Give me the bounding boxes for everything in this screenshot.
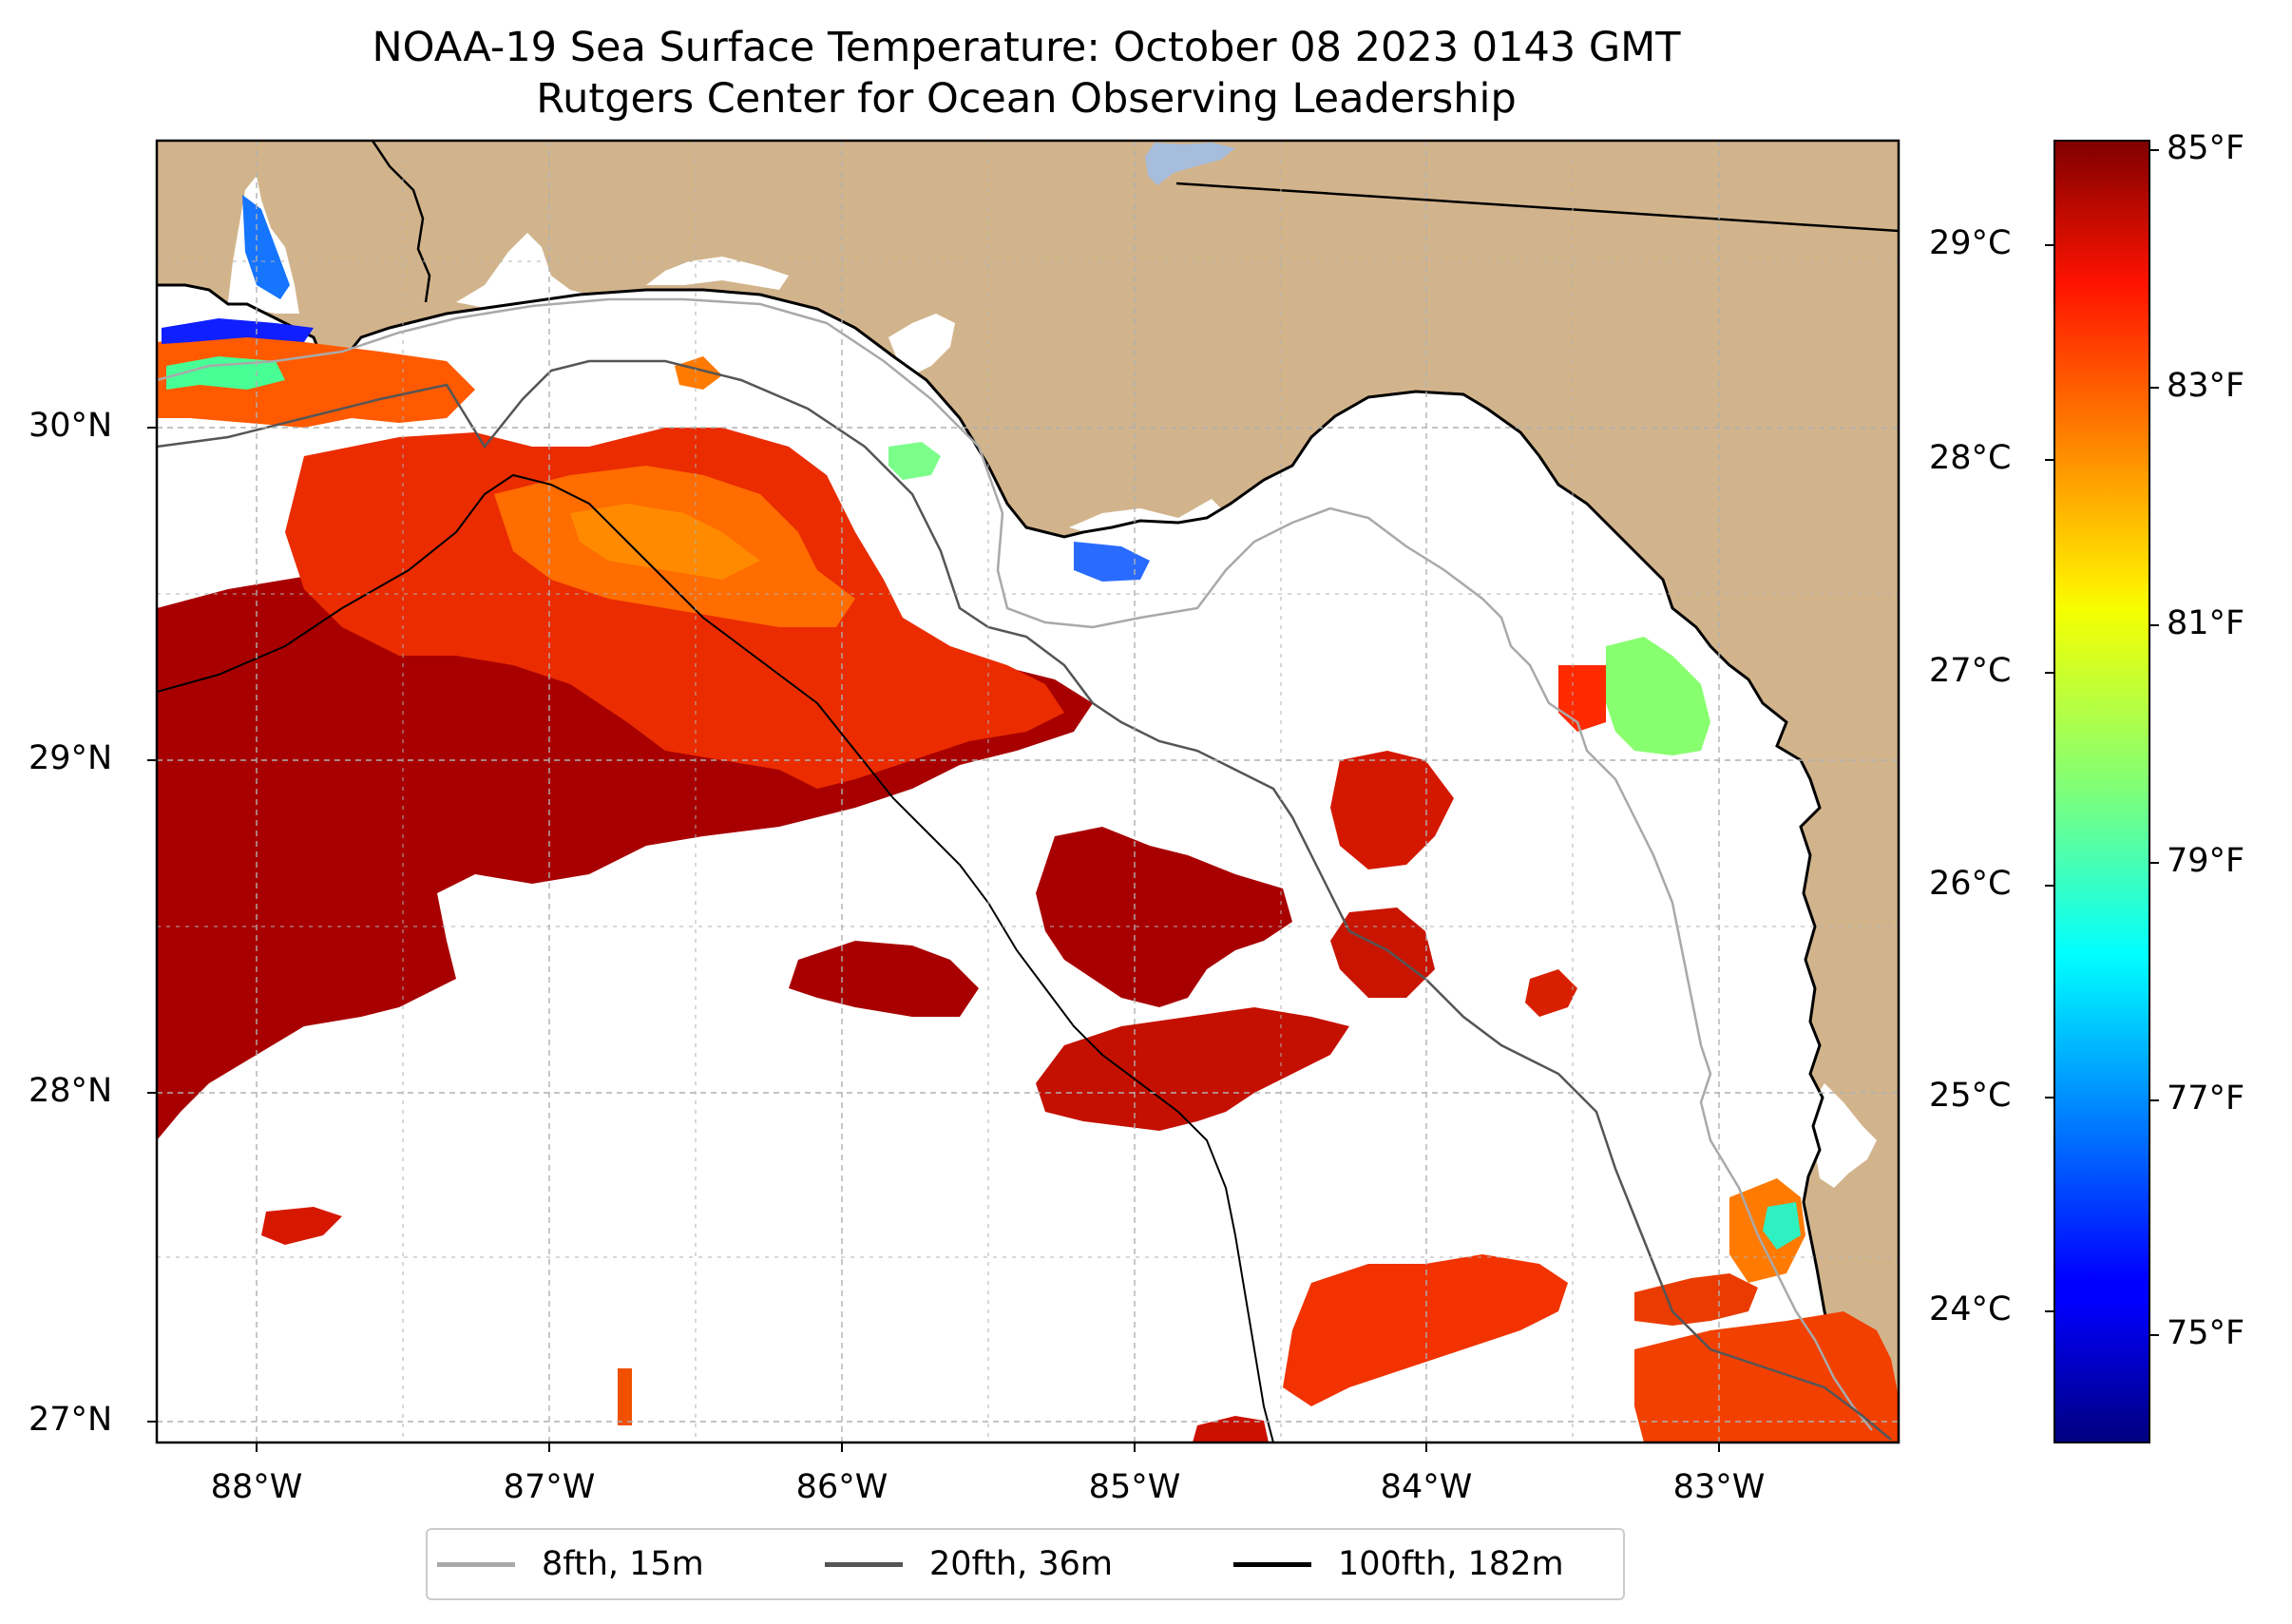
gridlines xyxy=(157,141,1899,1442)
colorbar-ticks xyxy=(2045,149,2159,1336)
colorbar-label-26c: 26°C xyxy=(1929,865,2012,903)
axis-ticks xyxy=(147,427,1720,1452)
state-border-ga-fl xyxy=(1175,182,1899,233)
colorbar-label-27c: 27°C xyxy=(1929,652,2012,690)
lat-label-28n: 28°N xyxy=(29,1072,113,1110)
colorbar-label-77f: 77°F xyxy=(2167,1079,2245,1118)
colorbar-label-28c: 28°C xyxy=(1929,439,2012,477)
tampa-bay xyxy=(1810,1083,1877,1188)
colorbar xyxy=(2053,140,2150,1443)
legend-label-20fth: 20fth, 36m xyxy=(929,1545,1114,1583)
contour-legend: 8fth, 15m 20fth, 36m 100fth, 182m xyxy=(426,1528,1625,1600)
inland-lake xyxy=(1145,143,1235,185)
lon-label-86w: 86°W xyxy=(795,1468,888,1506)
contour-100fth xyxy=(157,473,1274,1442)
map-frame xyxy=(155,139,1900,1444)
legend-label-8fth: 8fth, 15m xyxy=(542,1545,704,1583)
legend-swatch-20fth xyxy=(825,1561,903,1567)
legend-swatch-8fth xyxy=(437,1561,515,1567)
lat-label-30n: 30°N xyxy=(29,407,113,445)
colorbar-label-79f: 79°F xyxy=(2167,842,2245,880)
legend-item-20fth: 20fth, 36m xyxy=(825,1530,1113,1598)
colorbar-label-75f: 75°F xyxy=(2167,1314,2245,1352)
lon-label-87w: 87°W xyxy=(503,1468,596,1506)
lon-label-85w: 85°W xyxy=(1088,1468,1181,1506)
pensacola-bay xyxy=(456,233,589,310)
lat-label-27n: 27°N xyxy=(29,1401,113,1439)
map-subtitle: Rutgers Center for Ocean Observing Leade… xyxy=(536,75,1517,123)
legend-swatch-100fth xyxy=(1233,1561,1311,1567)
contour-20fth xyxy=(157,359,1892,1441)
sst-data xyxy=(157,195,1899,1442)
contour-8fth xyxy=(157,297,1873,1431)
legend-item-100fth: 100fth, 182m xyxy=(1233,1530,1564,1598)
lat-label-29n: 29°N xyxy=(29,739,113,777)
legend-label-100fth: 100fth, 182m xyxy=(1338,1545,1564,1583)
colorbar-label-24c: 24°C xyxy=(1929,1290,2012,1328)
colorbar-label-81f: 81°F xyxy=(2167,604,2245,642)
colorbar-label-85f: 85°F xyxy=(2167,129,2245,167)
legend-item-8fth: 8fth, 15m xyxy=(437,1530,704,1598)
land xyxy=(157,141,1899,1442)
colorbar-label-29c: 29°C xyxy=(1929,224,2012,262)
st-andrew-bay xyxy=(888,314,955,375)
lon-label-88w: 88°W xyxy=(210,1468,303,1506)
coastline xyxy=(157,283,1899,1442)
lon-label-84w: 84°W xyxy=(1380,1468,1473,1506)
choctawhatchee-bay xyxy=(646,257,789,290)
colorbar-label-83f: 83°F xyxy=(2167,367,2245,405)
map-title: NOAA-19 Sea Surface Temperature: October… xyxy=(372,24,1681,71)
colorbar-label-25c: 25°C xyxy=(1929,1077,2012,1115)
state-border-al-fl xyxy=(371,141,431,303)
lon-label-83w: 83°W xyxy=(1672,1468,1766,1506)
